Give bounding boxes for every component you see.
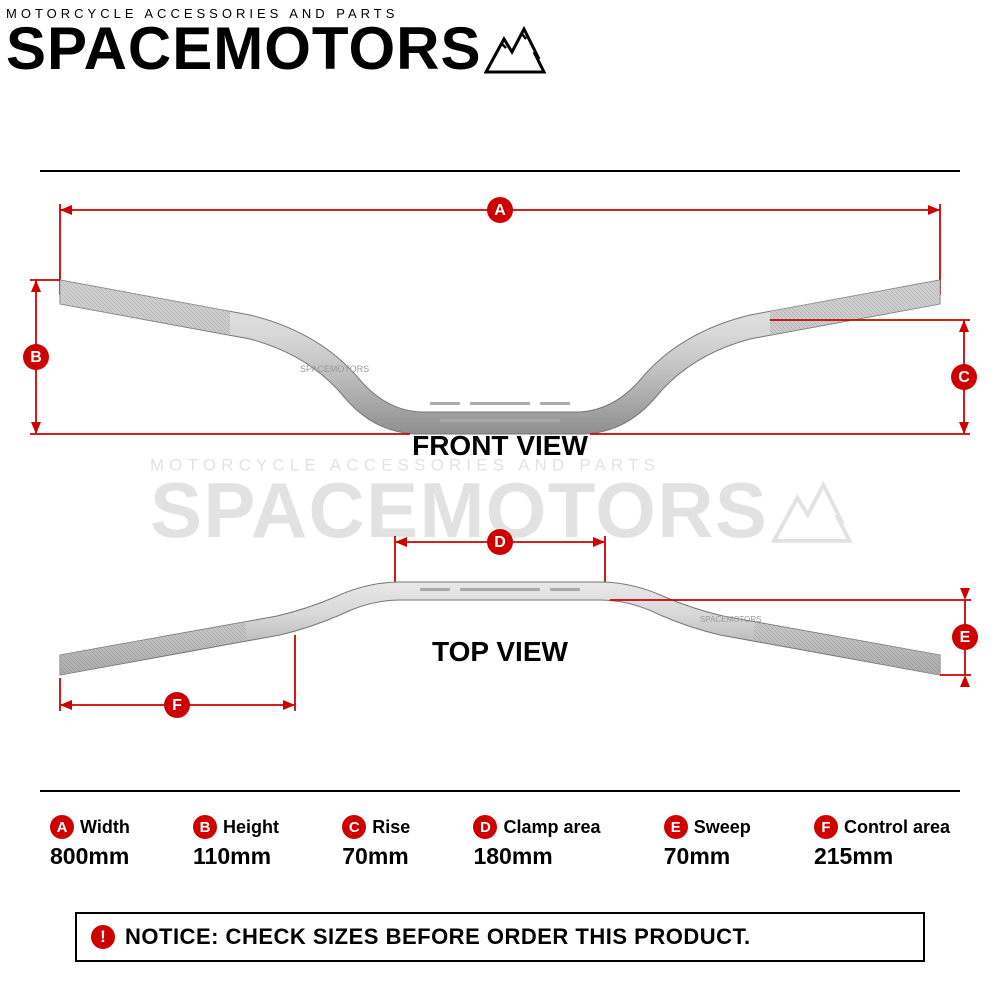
divider-top	[40, 170, 960, 172]
badge-d-icon: D	[473, 815, 497, 839]
brand-logo: MOTORCYCLE ACCESSORIES AND PARTS SPACEMO…	[6, 6, 606, 79]
top-view-label: TOP VIEW	[0, 636, 1000, 668]
front-view-label: FRONT VIEW	[0, 430, 1000, 462]
svg-text:SPACEMOTORS: SPACEMOTORS	[300, 364, 369, 374]
svg-text:A: A	[494, 202, 506, 219]
spec-e-value: 70mm	[664, 843, 730, 870]
badge-e-icon: E	[664, 815, 688, 839]
svg-text:SPACEMOTORS: SPACEMOTORS	[700, 615, 762, 624]
badge-a-icon: A	[50, 815, 74, 839]
top-view-diagram: D SPACEMOTORS E F	[0, 500, 1000, 720]
spec-b-value: 110mm	[193, 843, 271, 870]
spec-d-label: Clamp area	[503, 817, 600, 838]
badge-b-icon: B	[193, 815, 217, 839]
svg-text:C: C	[958, 369, 970, 386]
brand-name-text: SPACEMOTORS	[6, 19, 482, 79]
notice-text: NOTICE: CHECK SIZES BEFORE ORDER THIS PR…	[125, 924, 751, 950]
spec-f-label: Control area	[844, 817, 950, 838]
front-view-diagram: A SPACEMOTORS B C	[0, 180, 1000, 440]
svg-text:D: D	[494, 534, 506, 551]
spec-d: D Clamp area 180mm	[473, 815, 600, 870]
spec-a: A Width 800mm	[50, 815, 130, 870]
spec-f: F Control area 215mm	[814, 815, 950, 870]
dim-d: D	[395, 529, 605, 590]
dim-a: A	[60, 197, 940, 295]
brand-name: SPACEMOTORS	[6, 19, 606, 79]
spec-c: C Rise 70mm	[342, 815, 410, 870]
badge-c-icon: C	[342, 815, 366, 839]
spec-c-value: 70mm	[342, 843, 408, 870]
spec-b-label: Height	[223, 817, 279, 838]
spec-a-value: 800mm	[50, 843, 129, 870]
spec-c-label: Rise	[372, 817, 410, 838]
spec-row: AWidth 800mm BHeight 110mm CRise 70mm DC…	[50, 815, 950, 870]
spec-a-label: Width	[80, 817, 130, 838]
notice-box: ! NOTICE: CHECK SIZES BEFORE ORDER THIS …	[75, 912, 925, 962]
mountain-icon	[484, 24, 554, 74]
svg-text:B: B	[30, 349, 42, 366]
handlebar-front: SPACEMOTORS	[60, 280, 940, 434]
spec-b: B Height 110mm	[193, 815, 279, 870]
spec-e: E Sweep 70mm	[664, 815, 751, 870]
svg-text:F: F	[172, 697, 182, 714]
spec-f-value: 215mm	[814, 843, 893, 870]
alert-icon: !	[91, 925, 115, 949]
spec-e-label: Sweep	[694, 817, 751, 838]
divider-bottom	[40, 790, 960, 792]
badge-f-icon: F	[814, 815, 838, 839]
spec-d-value: 180mm	[473, 843, 552, 870]
